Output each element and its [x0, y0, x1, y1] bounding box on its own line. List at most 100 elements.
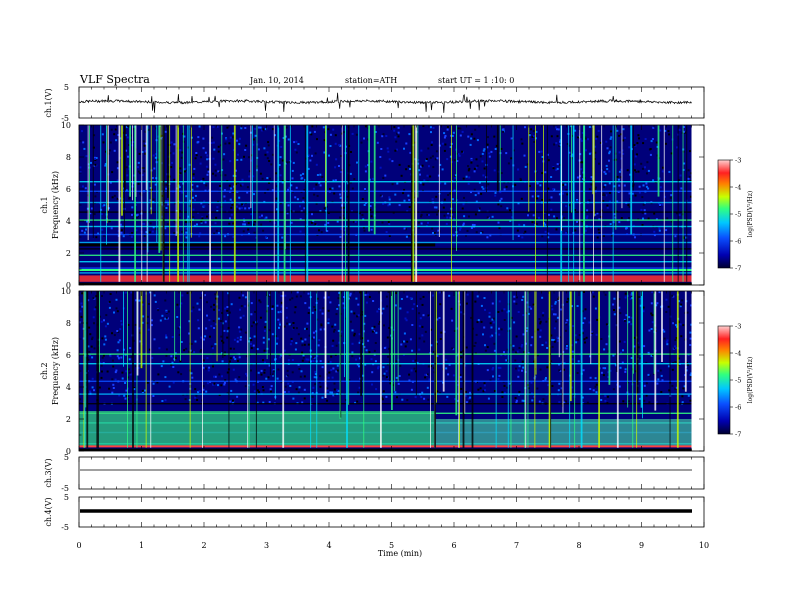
spectrogram-cell — [405, 142, 408, 145]
spectrogram-cell — [604, 293, 607, 296]
tonal-line — [79, 403, 692, 405]
spectrogram-cell — [296, 198, 299, 201]
spectrogram-cell — [539, 322, 542, 325]
sferic-streak — [182, 125, 184, 282]
spectrogram-cell — [478, 207, 481, 210]
spectrogram-cell — [420, 213, 423, 216]
spectrogram-cell — [592, 295, 595, 298]
sferic-streak — [123, 291, 124, 367]
spectrogram-cell — [252, 383, 255, 386]
spectrogram-cell — [214, 163, 217, 166]
spectrogram-cell — [443, 214, 446, 217]
spectrogram-cell — [489, 234, 492, 237]
spectrogram-cell — [437, 209, 440, 212]
sferic-streak — [256, 125, 258, 282]
spectrogram-cell — [174, 221, 177, 224]
spectrogram-cell — [199, 162, 202, 165]
spectrogram-cell — [310, 133, 313, 136]
spectrogram-cell — [342, 214, 345, 217]
spectrogram-cell — [329, 391, 332, 394]
spectrogram-cell — [517, 369, 520, 372]
sferic-streak — [146, 125, 148, 282]
spectrogram-cell — [180, 341, 183, 343]
spectrogram-cell — [566, 344, 568, 347]
spectrogram-cell — [581, 310, 584, 313]
spectrogram-cell — [335, 370, 338, 373]
spectrogram-cell — [253, 220, 256, 223]
spectrogram-cell — [334, 166, 337, 169]
sferic-streak — [247, 291, 249, 448]
spectrogram-cell — [170, 141, 173, 144]
spectrogram-cell — [115, 369, 118, 372]
spectrogram-cell — [264, 153, 267, 156]
spectrogram-cell — [438, 144, 441, 147]
spectrogram-cell — [340, 155, 343, 157]
spectrogram-cell — [682, 168, 685, 171]
spectrogram-cell — [524, 165, 527, 168]
spectrogram-cell — [101, 356, 104, 359]
spectrogram-cell — [655, 218, 658, 221]
spectrogram-cell — [194, 199, 197, 202]
spectrogram-cell — [265, 377, 268, 380]
spectrogram-cell — [633, 345, 636, 348]
spectrogram-cell — [234, 378, 237, 381]
spectrogram-cell — [242, 223, 245, 226]
spectrogram-cell — [411, 349, 414, 352]
spectrogram-cell — [359, 357, 361, 360]
spectrogram-cell — [116, 330, 119, 332]
spectrogram-cell — [270, 163, 273, 166]
spectrogram-cell — [683, 126, 685, 128]
spectrogram-cell — [462, 224, 465, 227]
spectrogram-cell — [128, 358, 131, 361]
spectrogram-cell — [465, 302, 468, 305]
spectrogram-cell — [584, 137, 587, 140]
spectrogram-cell — [276, 342, 278, 345]
spectrogram-cell — [606, 206, 609, 209]
spectrogram-cell — [185, 220, 187, 223]
spectrogram-cell — [481, 152, 484, 155]
spectrogram-cell — [202, 177, 205, 180]
spectrogram-cell — [634, 155, 637, 158]
spectrogram-cell — [250, 213, 253, 216]
spectrogram-cell — [638, 191, 641, 194]
spectrogram-cell — [552, 339, 555, 341]
spectrogram-cell — [371, 177, 374, 180]
spectrogram-cell — [83, 147, 86, 150]
spectrogram-cell — [81, 305, 84, 308]
spectrogram-cell — [413, 303, 416, 306]
spectrogram-cell — [253, 335, 256, 338]
spectrogram-cell — [101, 205, 104, 208]
spectrogram-cell — [232, 235, 235, 238]
spectrogram-cell — [257, 148, 260, 151]
spectrogram-cell — [620, 217, 623, 219]
spectrogram-cell — [333, 388, 336, 391]
sferic-streak — [132, 291, 134, 448]
spectrogram-cell — [311, 392, 314, 395]
spectrogram-cell — [431, 155, 434, 158]
spectrogram-cell — [338, 165, 340, 167]
sferic-streak — [615, 125, 617, 230]
spectrogram-cell — [682, 235, 685, 238]
spectrogram-cell — [632, 381, 635, 384]
spectrogram-cell — [212, 141, 215, 144]
spectrogram-cell — [413, 196, 416, 199]
sferic-streak — [358, 125, 360, 282]
spectrogram-cell — [363, 345, 366, 348]
sferic-streak — [348, 291, 350, 405]
spectrogram-cell — [111, 332, 113, 335]
spectrogram-cell — [403, 147, 405, 150]
spectrogram-cell — [367, 339, 370, 342]
spectrogram-cell — [235, 205, 238, 208]
spectrogram-cell — [166, 200, 169, 203]
spectrogram-cell — [473, 188, 476, 191]
spectrogram-cell — [296, 291, 299, 294]
spectrogram-cell — [321, 396, 324, 399]
spectrogram-cell — [202, 147, 205, 150]
spectrogram-cell — [260, 129, 263, 132]
spectrogram-cell — [297, 391, 300, 394]
sferic-streak — [438, 125, 440, 237]
spectrogram-cell — [599, 141, 602, 144]
spectrogram-cell — [178, 333, 181, 336]
ch1-trace — [78, 92, 692, 113]
spectrogram-cell — [291, 371, 294, 374]
